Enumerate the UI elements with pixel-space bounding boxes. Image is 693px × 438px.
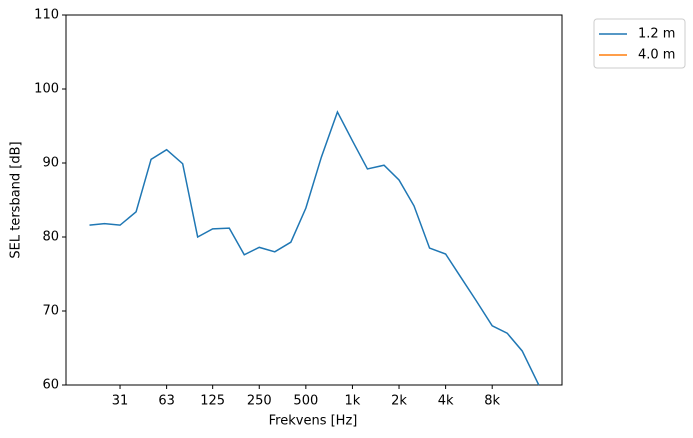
x-tick-label: 1k (345, 394, 361, 409)
legend-label: 4.0 m (638, 48, 675, 63)
y-tick-label: 60 (42, 378, 59, 393)
x-tick-label: 500 (293, 394, 318, 409)
y-tick-label: 70 (42, 304, 59, 319)
x-tick-label: 4k (438, 394, 454, 409)
x-tick-label: 63 (158, 394, 175, 409)
y-tick-label: 90 (42, 156, 59, 171)
x-tick-label: 250 (247, 394, 272, 409)
line-series (89, 110, 540, 386)
x-axis-label: Frekvens [Hz] (269, 414, 358, 429)
x-tick-label: 125 (200, 394, 225, 409)
x-tick-label: 2k (391, 394, 407, 409)
plot-frame (65, 14, 563, 386)
x-tick-label: 8k (484, 394, 500, 409)
y-tick-label: 100 (34, 82, 59, 97)
y-tick-label: 80 (42, 230, 59, 245)
y-axis-label: SEL tersband [dB] (9, 141, 24, 258)
x-tick-label: 31 (112, 394, 129, 409)
y-tick-label: 110 (34, 8, 59, 23)
legend-label: 1.2 m (638, 27, 675, 42)
